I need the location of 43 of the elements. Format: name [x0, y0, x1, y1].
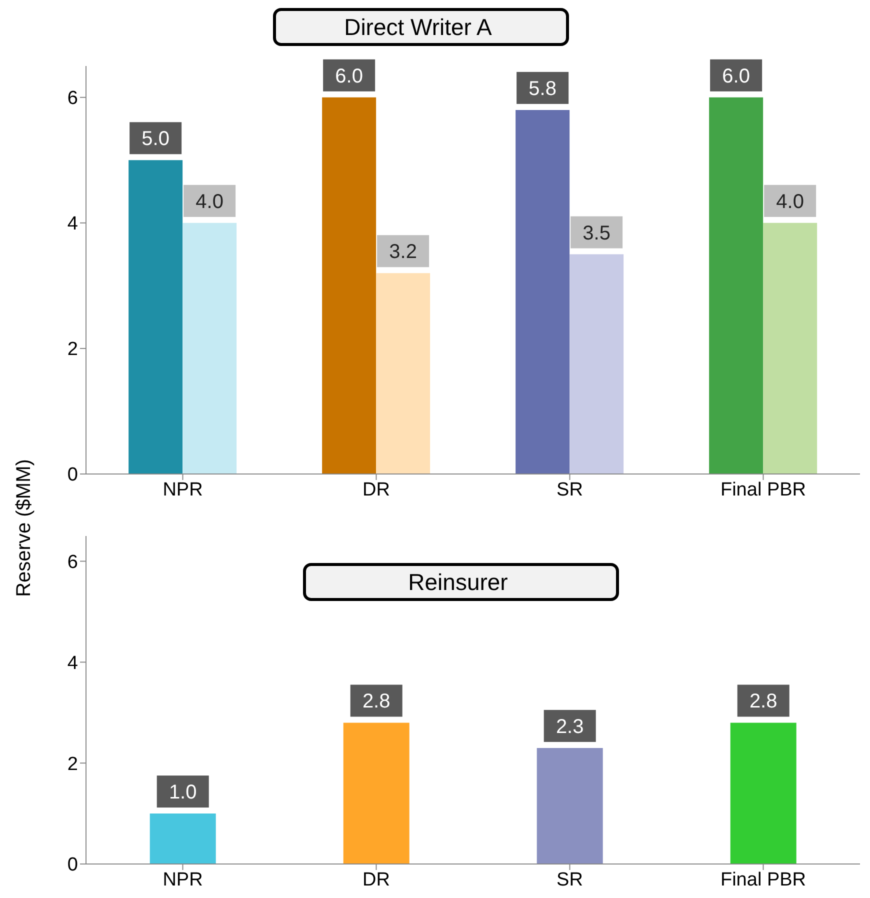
y-tick-label: 0	[67, 464, 78, 486]
x-tick-label: SR	[556, 869, 583, 890]
data-label: 5.0	[142, 128, 170, 150]
data-label: 2.8	[362, 690, 390, 713]
data-label: 6.0	[335, 65, 363, 88]
y-tick-label: 4	[67, 652, 78, 674]
bar	[376, 273, 430, 474]
bar	[709, 97, 764, 474]
bar	[182, 222, 237, 474]
x-tick-label: SR	[556, 479, 583, 500]
y-tick-label: 0	[67, 854, 78, 876]
chart-title: Direct Writer A	[343, 13, 493, 42]
data-label: 2.3	[556, 716, 584, 738]
y-tick-label: 4	[67, 214, 78, 235]
y-tick-label: 6	[67, 88, 78, 110]
data-label: 2.8	[749, 690, 778, 713]
data-label: 4.0	[196, 190, 224, 213]
bar	[536, 748, 603, 864]
y-tick-label: 2	[67, 339, 78, 360]
y-axis-title: Reserve ($MM)	[13, 459, 35, 597]
text: Reinsurer	[407, 568, 509, 597]
data-label: 6.0	[722, 65, 750, 88]
x-tick-label: DR	[362, 869, 390, 890]
bar	[570, 254, 624, 474]
x-tick-label: Final PBR	[720, 869, 806, 890]
data-label: 3.2	[389, 241, 417, 264]
bar	[516, 110, 570, 474]
x-tick-label: NPR	[162, 479, 203, 500]
bar	[343, 722, 410, 864]
bar	[128, 160, 183, 474]
data-label: 4.0	[776, 190, 804, 213]
y-tick-label: 2	[67, 754, 78, 775]
bar	[763, 222, 818, 474]
x-tick-label: Final PBR	[720, 479, 806, 500]
x-tick-label: NPR	[162, 869, 203, 890]
bar	[150, 814, 216, 864]
data-label: 5.8	[528, 78, 556, 100]
x-tick-label: DR	[362, 479, 390, 500]
data-label: 3.5	[582, 222, 610, 244]
y-tick-label: 6	[67, 552, 78, 573]
bar	[322, 97, 376, 474]
bar	[730, 722, 796, 864]
data-label: 1.0	[168, 782, 197, 804]
